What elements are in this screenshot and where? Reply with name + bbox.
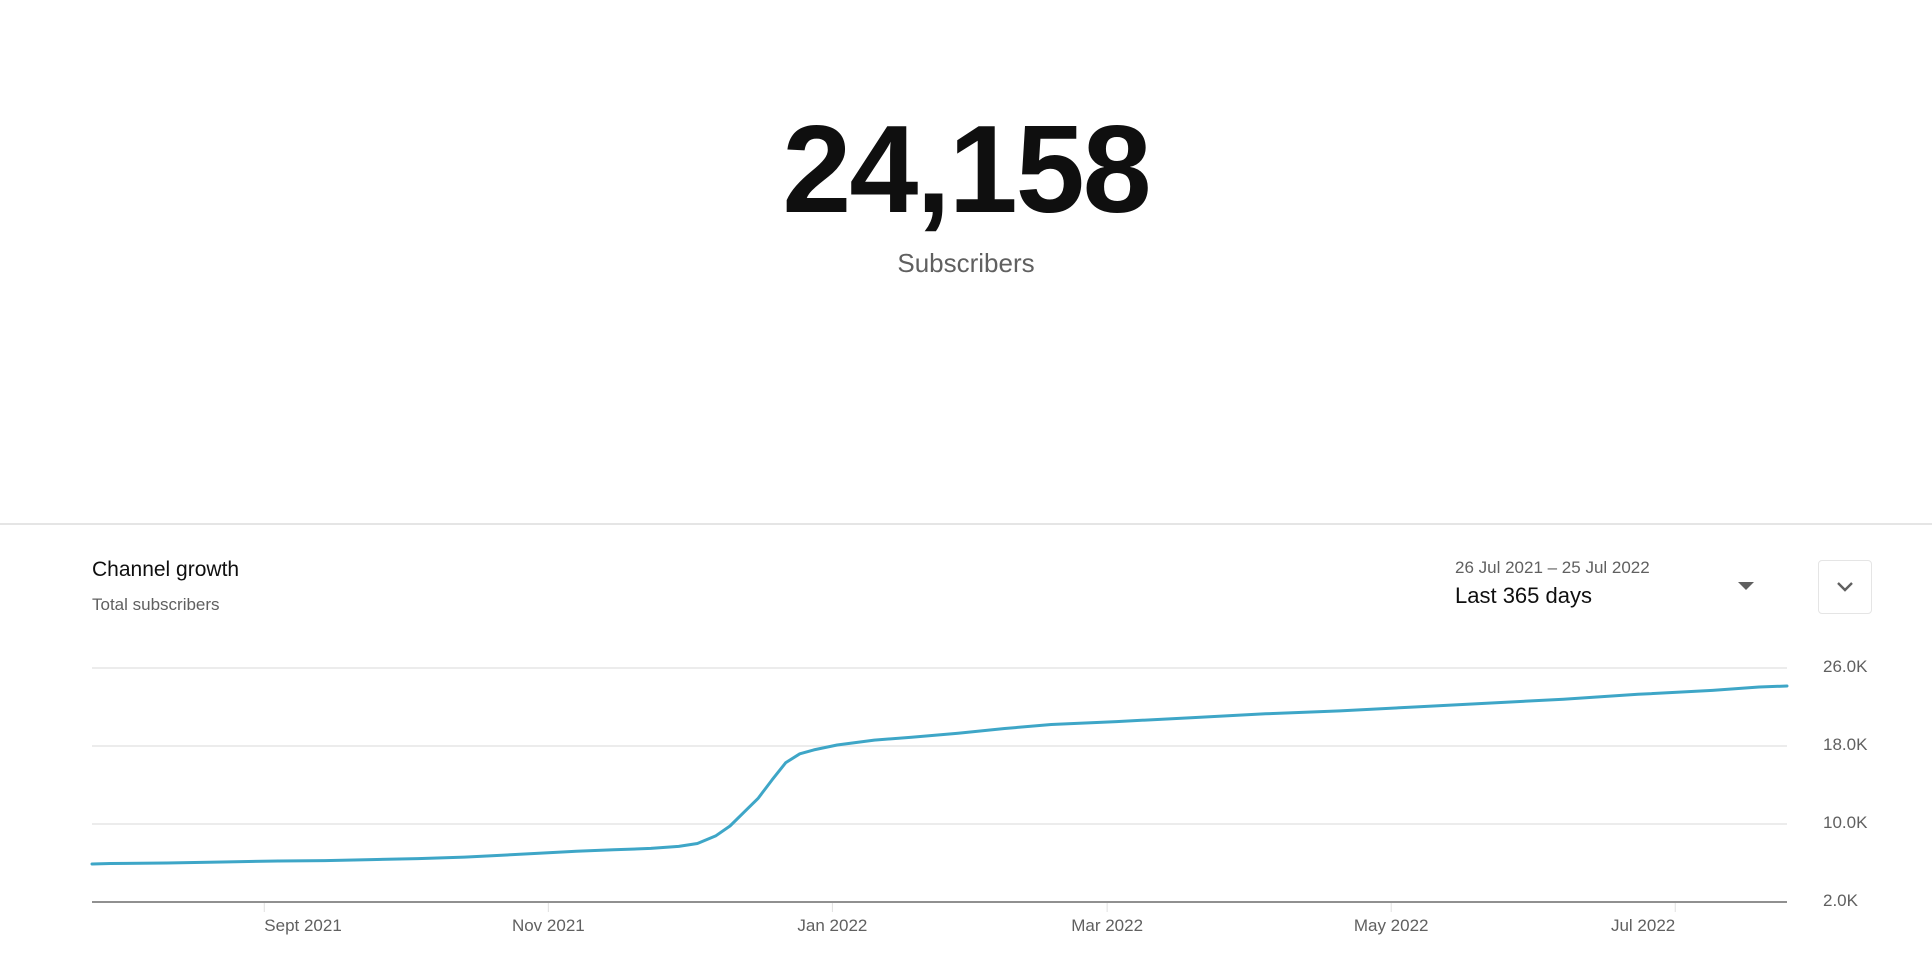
subscriber-count-label: Subscribers (897, 248, 1035, 278)
summary-panel: 24,158 Subscribers (782, 101, 1151, 278)
y-axis-label: 18.0K (1823, 735, 1868, 754)
x-axis-label: Sept 2021 (264, 916, 342, 935)
card-title: Channel growth (92, 558, 240, 581)
series-line-total-subscribers (90, 684, 1789, 866)
section-divider (0, 523, 1932, 525)
y-axis-label: 10.0K (1823, 813, 1868, 832)
date-range-label: Last 365 days (1455, 583, 1592, 608)
date-range-dropdown[interactable]: 26 Jul 2021 – 25 Jul 2022 Last 365 days (1455, 555, 1765, 615)
chevron-down-icon (1837, 582, 1853, 592)
y-axis-label: 2.0K (1823, 891, 1858, 910)
collapse-button[interactable] (1818, 560, 1872, 614)
subscriber-count: 24,158 (782, 101, 1151, 239)
x-axis-label: May 2022 (1353, 916, 1429, 935)
date-range-dates: 26 Jul 2021 – 25 Jul 2022 (1455, 558, 1650, 577)
grid-lines (92, 667, 1787, 903)
x-axis-label: Nov 2021 (511, 916, 585, 935)
y-axis-label: 26.0K (1823, 657, 1868, 676)
x-axis-label: Mar 2022 (1071, 916, 1144, 935)
x-axis-ticks (263, 903, 1676, 912)
x-axis-label: Jan 2022 (797, 916, 868, 935)
x-axis-label: Jul 2022 (1610, 916, 1676, 935)
dropdown-caret-icon (1738, 582, 1754, 590)
card-subtitle: Total subscribers (92, 595, 220, 614)
